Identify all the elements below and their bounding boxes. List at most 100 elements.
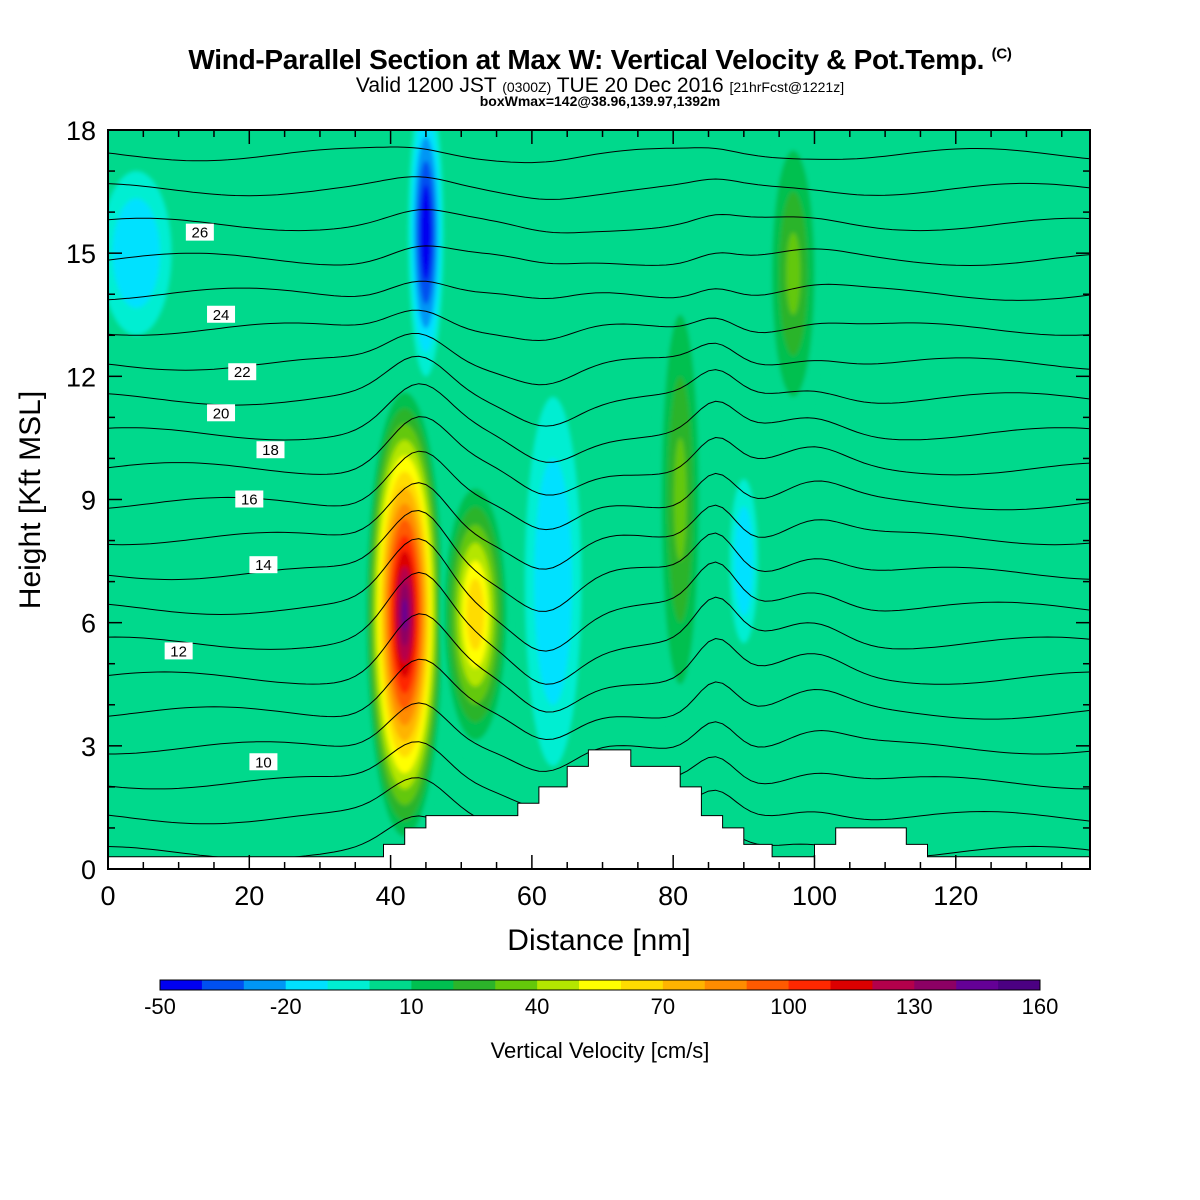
vertical-velocity-field bbox=[108, 130, 822, 853]
x-tick-label: 100 bbox=[792, 881, 837, 911]
chart-title-text: Wind-Parallel Section at Max W: Vertical… bbox=[188, 44, 985, 75]
contour-label-value: 12 bbox=[170, 643, 187, 660]
w-level-band bbox=[422, 208, 429, 257]
colorbar-swatch bbox=[662, 980, 706, 990]
x-axis-title: Distance [nm] bbox=[507, 924, 690, 957]
colorbar-label: 10 bbox=[399, 994, 423, 1019]
colorbar-swatch bbox=[998, 980, 1041, 990]
contour-label-box bbox=[256, 441, 285, 459]
theta-contour-line bbox=[108, 333, 1090, 386]
theta-contour-line bbox=[108, 416, 1090, 496]
y-tick-label: 0 bbox=[81, 855, 96, 885]
theta-contour-line bbox=[108, 280, 1090, 301]
x-tick-label: 20 bbox=[234, 881, 264, 911]
contour-label-box bbox=[207, 404, 236, 422]
box-wmax-info: boxWmax=142@38.96,139.97,1392m bbox=[479, 93, 721, 109]
colorbar-swatch bbox=[620, 980, 664, 990]
contour-label-value: 14 bbox=[255, 557, 272, 574]
theta-contour-line bbox=[108, 450, 1090, 531]
contour-label-box bbox=[185, 223, 214, 241]
y-axis-title: Height [Kft MSL] bbox=[14, 391, 47, 609]
colorbar-swatch bbox=[453, 980, 496, 990]
x-tick-label: 40 bbox=[376, 881, 406, 911]
colorbar-label: 70 bbox=[651, 994, 675, 1019]
colorbar-label: 100 bbox=[770, 994, 807, 1019]
colorbar-swatch bbox=[327, 980, 371, 990]
w-feature bbox=[440, 470, 511, 759]
colorbar-swatch bbox=[579, 980, 622, 990]
colorbar-swatch bbox=[160, 980, 203, 990]
theta-contour-label: 24 bbox=[207, 305, 236, 324]
colorbar-swatch bbox=[872, 980, 915, 990]
w-level-band bbox=[786, 232, 801, 315]
colorbar-swatch bbox=[746, 980, 790, 990]
theta-contour-line bbox=[108, 114, 1090, 126]
colorbar-swatch bbox=[788, 980, 831, 990]
theta-contour-label: 12 bbox=[164, 642, 193, 660]
contour-label-box bbox=[249, 753, 278, 771]
contour-label-value: 22 bbox=[234, 364, 251, 381]
theta-contour-line bbox=[108, 355, 1090, 427]
y-tick-label: 3 bbox=[81, 732, 96, 762]
colorbar-frame bbox=[159, 979, 1041, 991]
colorbar-swatch bbox=[285, 980, 329, 990]
copyright-mark: (C) bbox=[991, 45, 1012, 63]
colorbar-label: 160 bbox=[1022, 994, 1059, 1019]
contour-label-box bbox=[164, 642, 193, 660]
y-tick-label: 18 bbox=[66, 116, 96, 146]
x-tick-label: 80 bbox=[658, 881, 688, 911]
axis-ticks bbox=[107, 129, 1090, 870]
theta-contour-line bbox=[108, 571, 1090, 685]
theta-contour-line bbox=[108, 176, 1090, 200]
contour-label-box bbox=[235, 490, 264, 508]
contour-label-box bbox=[207, 305, 236, 323]
theta-contour-label: 16 bbox=[235, 490, 264, 509]
w-feature bbox=[408, 130, 444, 377]
colorbar-swatch bbox=[201, 980, 245, 990]
contour-label-value: 24 bbox=[213, 307, 230, 324]
colorbar-swatch bbox=[704, 980, 748, 990]
x-tick-label: 0 bbox=[100, 881, 115, 911]
theta-contour-label: 14 bbox=[249, 556, 278, 574]
theta-contour-line bbox=[108, 538, 1090, 652]
theta-contour-line bbox=[108, 79, 1090, 91]
colorbar-title: Vertical Velocity [cm/s] bbox=[491, 1038, 710, 1063]
contour-label-value: 10 bbox=[255, 754, 272, 771]
theta-contour-line bbox=[108, 146, 1090, 164]
w-feature bbox=[655, 253, 705, 746]
theta-contour-line bbox=[108, 245, 1090, 267]
contour-label-value: 20 bbox=[213, 405, 230, 422]
colorbar-label: 40 bbox=[525, 994, 549, 1019]
chart-title: Wind-Parallel Section at Max W: Vertical… bbox=[0, 44, 1200, 76]
x-tick-label: 120 bbox=[933, 881, 978, 911]
valid-date: TUE 20 Dec 2016 bbox=[556, 74, 724, 97]
w-feature bbox=[108, 171, 172, 336]
colorbar-swatch bbox=[411, 980, 454, 990]
theta-contour-label: 26 bbox=[185, 223, 214, 242]
w-level-band bbox=[674, 437, 687, 562]
w-feature bbox=[524, 396, 582, 767]
plot-area: 10 12 14 16 18 20 22 24 26 bbox=[108, 79, 1090, 869]
colorbar-swatch bbox=[830, 980, 873, 990]
theta-contour-line bbox=[108, 482, 1090, 570]
colorbar-swatch bbox=[369, 980, 412, 990]
w-level-band bbox=[470, 596, 480, 633]
y-tick-label: 6 bbox=[81, 609, 96, 639]
contour-label-box bbox=[228, 363, 257, 381]
y-tick-label: 12 bbox=[66, 362, 96, 392]
contour-label-box bbox=[249, 556, 278, 574]
axis-tick-labels: 0 20 40 60 80 100 120 0 3 6 9 12 15 18 bbox=[66, 116, 978, 911]
contour-label-value: 16 bbox=[241, 492, 258, 509]
theta-contour-label: 22 bbox=[228, 363, 257, 381]
colorbar-swatch bbox=[495, 980, 538, 990]
theta-contour-line bbox=[108, 383, 1090, 463]
theta-contour-label: 10 bbox=[249, 753, 278, 771]
theta-contour-line bbox=[108, 658, 1090, 741]
theta-contour-line bbox=[108, 613, 1090, 713]
contour-label-value: 18 bbox=[262, 442, 279, 459]
y-tick-label: 9 bbox=[81, 486, 96, 516]
colorbar-label: -20 bbox=[270, 994, 302, 1019]
terrain-profile bbox=[108, 749, 1090, 869]
colorbar-label: 130 bbox=[896, 994, 933, 1019]
theta-contour-line bbox=[108, 309, 1090, 342]
